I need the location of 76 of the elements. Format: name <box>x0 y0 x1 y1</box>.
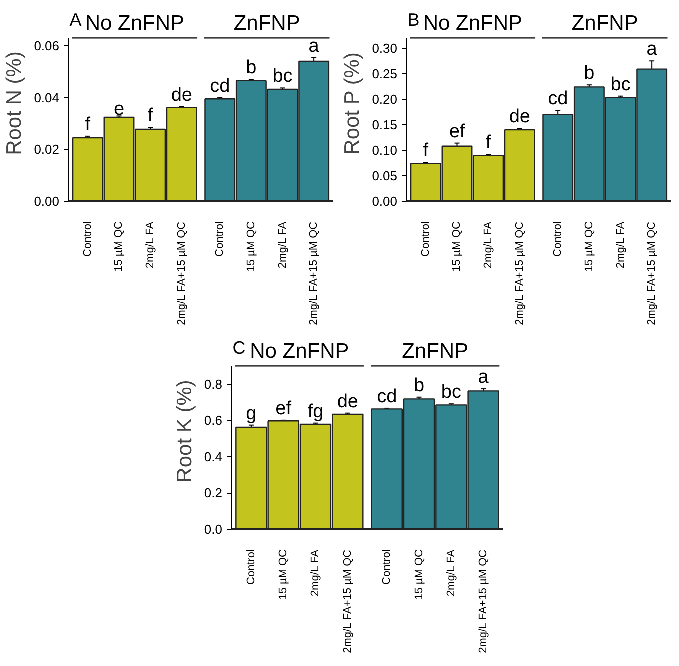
x-tick-label: 2mg/L FA <box>445 549 458 597</box>
x-tick-label: 2mg/L FA <box>276 221 289 269</box>
x-tick-label: 2mg/L FA <box>614 221 627 269</box>
annotation: bc <box>610 74 631 96</box>
x-tick-label: 2mg/L FA+15 µM QC <box>342 550 354 654</box>
y-axis-title: Root N (%) <box>3 52 26 156</box>
annotation: b <box>414 375 425 396</box>
x-tick-label: 2mg/L FA+15 µM QC <box>514 222 526 326</box>
text: No ZnFNP <box>250 340 350 364</box>
x-tick-label: 2mg/L FA <box>144 221 157 269</box>
chart-title: B <box>408 10 420 30</box>
x-tick-label: Control <box>245 549 258 585</box>
x-tick-label: Control <box>381 549 394 585</box>
text: ZnFNP <box>234 12 300 36</box>
y-tick-label: 0.4 <box>204 449 223 464</box>
y-tick-label: 0.15 <box>372 117 398 132</box>
x-tick-label: 15 µM QC <box>451 221 464 272</box>
annotation: de <box>171 84 192 106</box>
y-axis-title: Root K (%) <box>173 380 196 483</box>
y-tick-label: 0.02 <box>34 142 60 158</box>
annotation: e <box>114 99 125 120</box>
y-tick-label: 0.25 <box>372 66 398 82</box>
annotation: fg <box>308 401 324 422</box>
annotation: f <box>423 140 430 162</box>
annotation: de <box>509 106 530 128</box>
annotation: bc <box>272 66 293 88</box>
chart-title: C <box>232 338 246 358</box>
y-tick-label: 0.30 <box>372 40 398 56</box>
y-tick-label: 0.05 <box>372 168 398 184</box>
annotation: cd <box>210 76 230 97</box>
x-tick-label: Control <box>82 221 94 257</box>
annotation: f <box>85 114 92 136</box>
y-tick-label: 0.0 <box>204 522 223 537</box>
y-tick-label: 0.04 <box>34 90 60 106</box>
x-tick-label: 2mg/L FA <box>310 549 322 597</box>
chart-title: A <box>70 10 82 30</box>
x-tick-label: Control <box>214 221 226 257</box>
x-tick-label: 15 µM QC <box>113 221 126 272</box>
x-tick-label: 15 µM QC <box>413 549 426 600</box>
y-tick-label: 0.2 <box>204 486 223 501</box>
y-tick-label: 0.06 <box>34 38 60 54</box>
x-tick-label: Control <box>420 221 432 257</box>
x-tick-label: 2mg/L FA+15 µM QC <box>176 222 188 326</box>
annotation: de <box>337 391 358 412</box>
text: No ZnFNP <box>423 12 522 36</box>
y-tick-label: 0.00 <box>34 194 60 209</box>
x-tick-label: 2mg/L FA+15 µM QC <box>478 550 490 654</box>
x-tick-label: 15 µM QC <box>278 549 290 600</box>
y-tick-label: 0.6 <box>204 413 223 428</box>
annotation: a <box>646 39 658 60</box>
annotation: ef <box>276 398 292 420</box>
y-tick-label: 0.00 <box>372 194 398 209</box>
text: No ZnFNP <box>85 12 184 36</box>
x-tick-label: 2mg/L FA+15 µM QC <box>646 222 658 326</box>
annotation: ef <box>449 121 466 142</box>
x-tick-label: 2mg/L FA+15 µM QC <box>308 222 320 326</box>
annotation: f <box>148 106 154 127</box>
x-tick-label: 2mg/L FA <box>482 221 495 269</box>
text: ZnFNP <box>402 340 469 364</box>
annotation: cd <box>377 386 398 408</box>
annotation: cd <box>548 88 568 110</box>
annotation: b <box>584 63 595 84</box>
x-tick-label: 15 µM QC <box>583 221 596 272</box>
annotation: g <box>246 403 257 424</box>
annotation: a <box>478 367 490 388</box>
y-tick-label: 0.10 <box>372 142 398 158</box>
y-tick-label: 0.20 <box>372 92 398 107</box>
text: ZnFNP <box>572 12 638 36</box>
x-tick-label: Control <box>552 221 564 257</box>
annotation: f <box>486 132 492 154</box>
x-tick-label: 15 µM QC <box>245 221 258 272</box>
annotation: b <box>246 58 257 79</box>
annotation: a <box>308 36 320 57</box>
y-tick-label: 0.8 <box>204 376 223 392</box>
annotation: bc <box>441 382 462 404</box>
y-axis-title: Root P (%) <box>341 52 364 155</box>
